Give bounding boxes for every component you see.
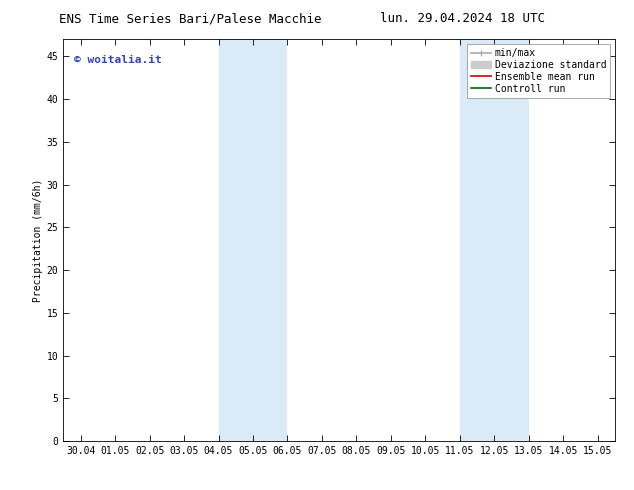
Bar — [460, 39, 529, 441]
Bar — [219, 39, 287, 441]
Y-axis label: Precipitation (mm/6h): Precipitation (mm/6h) — [32, 178, 42, 302]
Text: © woitalia.it: © woitalia.it — [74, 55, 162, 65]
Text: lun. 29.04.2024 18 UTC: lun. 29.04.2024 18 UTC — [380, 12, 545, 25]
Text: ENS Time Series Bari/Palese Macchie: ENS Time Series Bari/Palese Macchie — [59, 12, 321, 25]
Legend: min/max, Deviazione standard, Ensemble mean run, Controll run: min/max, Deviazione standard, Ensemble m… — [467, 44, 610, 98]
